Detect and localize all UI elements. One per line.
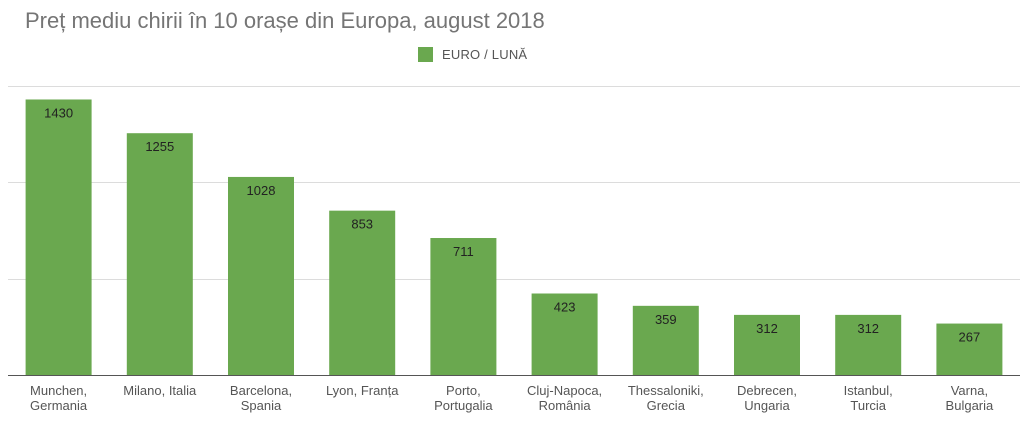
- bar-value-label: 1255: [145, 139, 174, 154]
- x-tick-label: Thessaloniki, Grecia: [628, 383, 704, 413]
- bar-value-label: 312: [756, 321, 778, 336]
- chart-title: Preț mediu chirii în 10 orașe din Europa…: [25, 8, 545, 33]
- bar: [430, 238, 497, 375]
- x-tick-label-line: Porto,: [446, 383, 481, 398]
- x-tick-label: Porto, Portugalia: [434, 383, 493, 413]
- x-tick-label-line: Debrecen,: [737, 383, 797, 398]
- x-tick-label-line: Varna,: [951, 383, 988, 398]
- x-tick-label: Cluj-Napoca, România: [527, 383, 602, 413]
- bar: [835, 314, 902, 375]
- bar: [329, 210, 396, 375]
- x-tick-label: Debrecen, Ungaria: [737, 383, 797, 413]
- bar-value-label: 423: [554, 300, 576, 315]
- legend-swatch: [418, 47, 433, 62]
- x-tick-label: Barcelona, Spania: [230, 383, 292, 413]
- x-tick-label-line: Barcelona,: [230, 383, 292, 398]
- x-tick-label-line: Germania: [30, 398, 88, 413]
- bar: [228, 176, 294, 375]
- x-tick-label-line: Milano, Italia: [123, 383, 197, 398]
- bar: [734, 314, 800, 375]
- bar-value-label: 267: [959, 330, 981, 345]
- bar: [632, 305, 699, 375]
- legend: EURO / LUNĂ: [418, 47, 527, 62]
- bar: [126, 133, 193, 375]
- x-tick-label-line: Grecia: [647, 398, 686, 413]
- x-tick-label-line: Thessaloniki,: [628, 383, 704, 398]
- bar-value-label: 1028: [247, 183, 276, 198]
- bar-value-label: 711: [453, 244, 474, 259]
- x-tick-label: Milano, Italia: [123, 383, 197, 398]
- x-tick-label: Varna, Bulgaria: [946, 383, 994, 413]
- legend-label: EURO / LUNĂ: [442, 47, 528, 62]
- x-tick-label: Istanbul, Turcia: [844, 383, 893, 413]
- bar-value-label: 312: [857, 321, 879, 336]
- x-tick-label-line: Munchen,: [30, 383, 87, 398]
- x-tick-label-line: Turcia: [850, 398, 886, 413]
- bar-value-label: 853: [351, 217, 373, 232]
- bar: [936, 323, 1003, 375]
- x-tick-label-line: Lyon, Franța: [326, 383, 399, 398]
- x-tick-label-line: România: [539, 398, 592, 413]
- bar-value-label: 359: [655, 312, 677, 327]
- bar: [531, 293, 598, 375]
- x-tick-label: Munchen, Germania: [30, 383, 88, 413]
- x-tick-label: Lyon, Franța: [326, 383, 399, 398]
- x-tick-label-line: Cluj-Napoca,: [527, 383, 602, 398]
- x-tick-label-line: Istanbul,: [844, 383, 893, 398]
- x-tick-label-line: Ungaria: [744, 398, 790, 413]
- bar: [25, 99, 92, 375]
- x-tick-label-line: Portugalia: [434, 398, 493, 413]
- x-tick-label-line: Spania: [241, 398, 282, 413]
- bar-value-label: 1430: [44, 105, 73, 120]
- x-tick-label-line: Bulgaria: [946, 398, 994, 413]
